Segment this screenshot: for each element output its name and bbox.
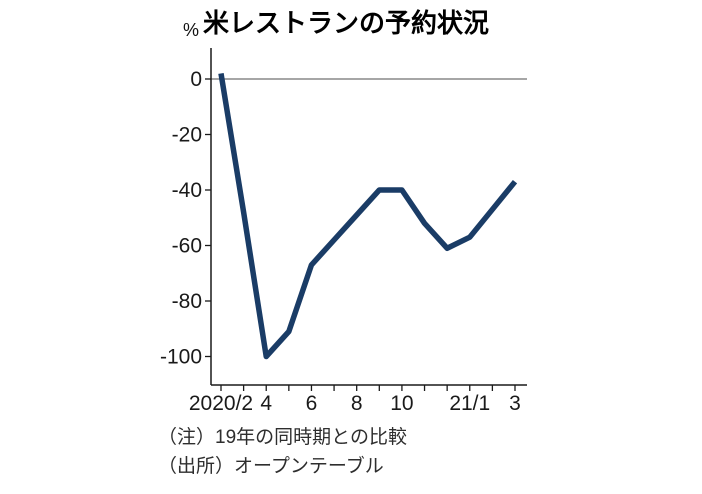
chart-title: 米レストランの予約状況	[203, 8, 490, 38]
y-tick-label: -40	[172, 179, 202, 202]
x-tick-label: 6	[306, 392, 318, 415]
y-tick-label: -100	[160, 346, 202, 369]
y-tick-label: -20	[172, 124, 202, 147]
data-line-series	[218, 73, 518, 360]
y-axis-unit-label: %	[183, 20, 200, 40]
x-tick-label: 3	[509, 392, 521, 415]
chart-source: （出所）オープンテーブル	[158, 456, 384, 477]
chart-note: （注）19年の同時期との比較	[158, 427, 407, 448]
x-tick-label: 2020/2	[189, 392, 253, 415]
y-tick-label: -80	[172, 290, 202, 313]
y-tick-label: 0	[190, 68, 202, 91]
x-tick-label: 10	[390, 392, 413, 415]
y-tick-label: -60	[172, 235, 202, 258]
x-tick-label: 4	[260, 392, 272, 415]
x-tick-label: 8	[351, 392, 363, 415]
x-tick-label: 21/1	[449, 392, 490, 415]
